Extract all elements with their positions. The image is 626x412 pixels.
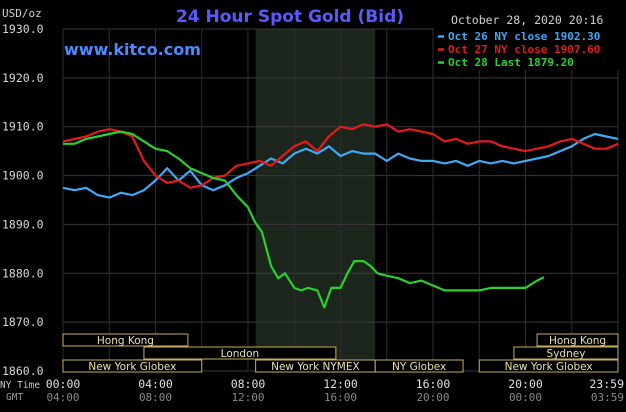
y-tick-label-1: 1920.0 — [2, 71, 44, 85]
chart-timestamp: October 28, 2020 20:16 — [451, 13, 603, 27]
session-label-4: New York Globex — [88, 361, 176, 373]
series-lines — [62, 123, 619, 309]
x-axis-ny-time-label: NY Time — [0, 380, 40, 391]
series-line-2 — [63, 130, 545, 309]
session-label-7: New York Globex — [505, 361, 593, 373]
session-box-7 — [478, 359, 619, 373]
kitco-watermark: www.kitco.com — [64, 40, 201, 59]
x-tick-ny-0: 00:00 — [46, 377, 81, 391]
legend-box — [434, 28, 620, 70]
legend-label-1: Oct 27 NY close 1907.60 — [448, 43, 600, 56]
x-tick-gmt-3: 16:00 — [324, 391, 357, 404]
y-axis-ticks: 1930.0 1920.0 1910.0 1900.0 1890.0 1880.0 1870… — [2, 22, 44, 378]
session-box-1 — [536, 333, 619, 347]
session-label-0: Hong Kong — [97, 335, 154, 347]
session-box-0 — [62, 333, 189, 347]
y-tick-label-3: 1900.0 — [2, 169, 44, 183]
x-axis-gmt-label: GMT — [6, 392, 23, 403]
x-tick-ny-6: 23:59 — [589, 377, 624, 391]
x-tick-gmt-0: 04:00 — [46, 391, 79, 404]
chart-title: 24 Hour Spot Gold (Bid) — [176, 7, 404, 27]
y-tick-label-0: 1930.0 — [2, 22, 44, 36]
y-tick-label-6: 1870.0 — [2, 315, 44, 329]
x-tick-ny-2: 08:00 — [231, 377, 266, 391]
session-label-1: Hong Kong — [549, 335, 606, 347]
y-unit-label: USD/oz — [2, 7, 42, 20]
x-tick-gmt-4: 20:00 — [416, 391, 449, 404]
x-tick-gmt-6: 03:59 — [591, 391, 624, 404]
x-tick-ny-3: 12:00 — [323, 377, 358, 391]
nymex-session-highlight — [255, 29, 376, 371]
y-tick-label-4: 1890.0 — [2, 217, 44, 231]
series-line-1 — [62, 123, 619, 189]
session-label-2: London — [221, 348, 260, 360]
legend-label-2: Oct 28 Last 1879.20 — [448, 56, 574, 69]
y-tick-label-5: 1880.0 — [2, 266, 44, 280]
session-box-3 — [513, 346, 619, 360]
session-label-3: Sydney — [547, 348, 586, 360]
x-tick-gmt-2: 12:00 — [231, 391, 264, 404]
series-line-0 — [62, 132, 619, 199]
session-label-6: NY Globex — [392, 361, 446, 373]
session-box-6 — [374, 359, 464, 373]
session-label-5: New York NYMEX — [271, 361, 360, 373]
x-tick-ny-4: 16:00 — [416, 377, 451, 391]
x-tick-gmt-1: 08:00 — [139, 391, 172, 404]
y-tick-label-7: 1860.0 — [2, 364, 44, 378]
x-tick-ny-5: 20:00 — [508, 377, 543, 391]
x-tick-ny-1: 04:00 — [138, 377, 173, 391]
legend-label-0: Oct 26 NY close 1902.30 — [448, 30, 600, 43]
y-tick-label-2: 1910.0 — [2, 120, 44, 134]
session-box-2 — [143, 346, 337, 360]
x-tick-gmt-5: 00:00 — [509, 391, 542, 404]
x-axis-ticks: 00:0004:0004:0008:0008:0012:0012:0016:00… — [46, 377, 624, 404]
session-box-4 — [62, 359, 203, 373]
